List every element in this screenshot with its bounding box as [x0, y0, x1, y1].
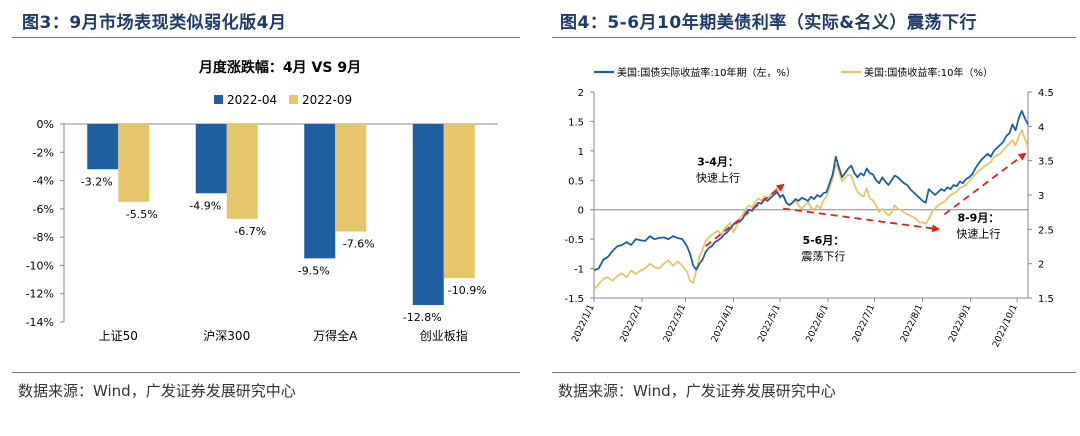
annotation-text-augsep: 快速上行 — [956, 227, 1000, 240]
x-tick-label: 2022/8/1 — [899, 303, 925, 344]
bar-data-label: -9.5% — [298, 264, 330, 277]
category-label: 创业板指 — [420, 328, 468, 343]
y-tick-label: -10% — [26, 259, 54, 272]
bar-data-label: -4.9% — [189, 199, 221, 212]
bar-data-label: -7.6% — [343, 237, 375, 250]
y-tick-label: -4% — [33, 175, 54, 188]
category-label: 上证50 — [99, 329, 138, 343]
figure-right-title: 图4：5-6月10年期美债利率（实际&名义）震荡下行 — [560, 13, 978, 33]
right-tick-label: 3.5 — [1038, 157, 1054, 168]
annotation-text-mayjun: 5-6月： — [802, 234, 844, 247]
legend-swatch-2022-09 — [289, 95, 298, 104]
x-tick-label: 2022/2/1 — [619, 303, 645, 344]
y-tick-label: -12% — [26, 288, 54, 301]
x-tick-label: 2022/10/1 — [991, 303, 1020, 349]
annotation-text-augsep: 8-9月： — [957, 211, 999, 224]
line-chart: 美国:国债实际收益率:10年期（左，%） 美国:国债收益率:10年（%） 2 1.5… — [564, 66, 1053, 349]
left-tick-label: -1.5 — [564, 294, 584, 305]
legend-label-2022-09: 2022-09 — [302, 93, 352, 107]
trend-arrow — [782, 207, 941, 233]
bar-data-label: -10.9% — [448, 284, 487, 297]
category-label: 沪深300 — [203, 329, 250, 343]
left-tick-label: 1 — [578, 147, 584, 158]
line-chart-axis: 2 1.5 1 0.5 0 -0.5 -1 -1.5 4.5 4 3.5 3 2.5 2 1.5 2022/1… — [564, 88, 1053, 349]
right-tick-label: 3 — [1038, 191, 1044, 202]
right-tick-label: 2 — [1038, 260, 1044, 271]
legend-swatch-2022-04 — [214, 95, 223, 104]
legend-label-2022-04: 2022-04 — [227, 93, 277, 107]
annotation-text-apr: 快速上行 — [696, 172, 740, 185]
x-tick-label: 2022/6/1 — [805, 303, 831, 344]
bar-2022-09-上证50 — [118, 124, 150, 202]
trend-arrow — [943, 152, 1027, 216]
bar-data-label: -3.2% — [81, 175, 113, 188]
title-divider — [552, 37, 1076, 38]
legend-label: 美国:国债收益率:10年（%） — [864, 66, 993, 79]
bar-2022-04-万得全A — [304, 124, 336, 259]
bar-chart-title: 月度涨跌幅：4月 VS 9月 — [198, 59, 361, 76]
right-tick-label: 1.5 — [1038, 294, 1054, 305]
series-line-left — [593, 109, 1029, 272]
figure-left: 图3：9月市场表现类似弱化版4月 月度涨跌幅：4月 VS 9月 2022-04 2… — [0, 0, 522, 436]
x-tick-label: 2022/7/1 — [851, 303, 877, 344]
y-tick-label: -14% — [26, 316, 54, 329]
figure-left-title: 图3：9月市场表现类似弱化版4月 — [22, 13, 287, 33]
right-tick-label: 2.5 — [1038, 225, 1054, 236]
line-chart-legend: 美国:国债实际收益率:10年期（左，%） 美国:国债收益率:10年（%） — [594, 66, 993, 79]
left-tick-label: 0 — [578, 206, 584, 217]
bar-2022-04-上证50 — [87, 124, 119, 170]
title-divider — [12, 37, 520, 38]
left-tick-label: 2 — [578, 88, 584, 99]
x-tick-label: 2022/5/1 — [757, 303, 783, 344]
line-chart-marks — [593, 109, 1029, 290]
left-tick-label: 0.5 — [568, 176, 584, 187]
bar-2022-04-创业板指 — [412, 124, 444, 306]
bar-2022-09-创业板指 — [443, 124, 475, 279]
figure-right-source: 数据来源：Wind，广发证券发展研究中心 — [558, 382, 836, 400]
x-tick-label: 2022/1/1 — [571, 303, 597, 344]
bar-2022-09-万得全A — [335, 124, 367, 232]
annotation-text-apr: 3-4月： — [697, 156, 739, 169]
bar-2022-09-沪深300 — [226, 124, 258, 219]
left-tick-label: -0.5 — [564, 235, 584, 246]
annotation-text-mayjun: 震荡下行 — [801, 250, 845, 263]
y-tick-label: 0% — [37, 118, 54, 131]
source-divider — [552, 372, 1076, 373]
y-tick-label: -2% — [33, 146, 54, 159]
right-tick-label: 4.5 — [1038, 88, 1054, 99]
x-tick-label: 2022/4/1 — [710, 303, 736, 344]
bar-data-label: -6.7% — [234, 225, 266, 238]
x-tick-label: 2022/9/1 — [947, 303, 973, 344]
y-tick-label: -6% — [33, 203, 54, 216]
legend-label: 美国:国债实际收益率:10年期（左，%） — [617, 66, 796, 79]
bar-2022-04-沪深300 — [195, 124, 227, 194]
bar-chart: 月度涨跌幅：4月 VS 9月 2022-04 2022-09 0% -2% -4% -6… — [26, 59, 498, 343]
bar-data-label: -12.8% — [403, 311, 442, 324]
bar-chart-legend: 2022-04 2022-09 — [214, 93, 352, 107]
left-tick-label: -1 — [574, 265, 584, 276]
trend-arrow — [705, 183, 785, 247]
series-line-right — [593, 128, 1029, 290]
line-chart-annotations: 3-4月： 快速上行 5-6月： 震荡下行 8-9月： 快速上行 — [696, 152, 1027, 263]
bar-chart-marks: -3.2% -5.5% 上证50 -4.9% -6.7% 沪深300 -9.5% -7.6% 万… — [81, 124, 487, 343]
source-divider — [12, 372, 520, 373]
y-tick-label: -8% — [33, 231, 54, 244]
left-tick-label: 1.5 — [568, 117, 584, 128]
right-tick-label: 4 — [1038, 122, 1044, 133]
figure-right: 图4：5-6月10年期美债利率（实际&名义）震荡下行 美国:国债实际收益率:10… — [544, 0, 1080, 436]
category-label: 万得全A — [313, 328, 358, 343]
bar-data-label: -5.5% — [126, 208, 158, 221]
figure-left-source: 数据来源：Wind，广发证券发展研究中心 — [18, 382, 296, 400]
x-tick-label: 2022/3/1 — [662, 303, 688, 344]
